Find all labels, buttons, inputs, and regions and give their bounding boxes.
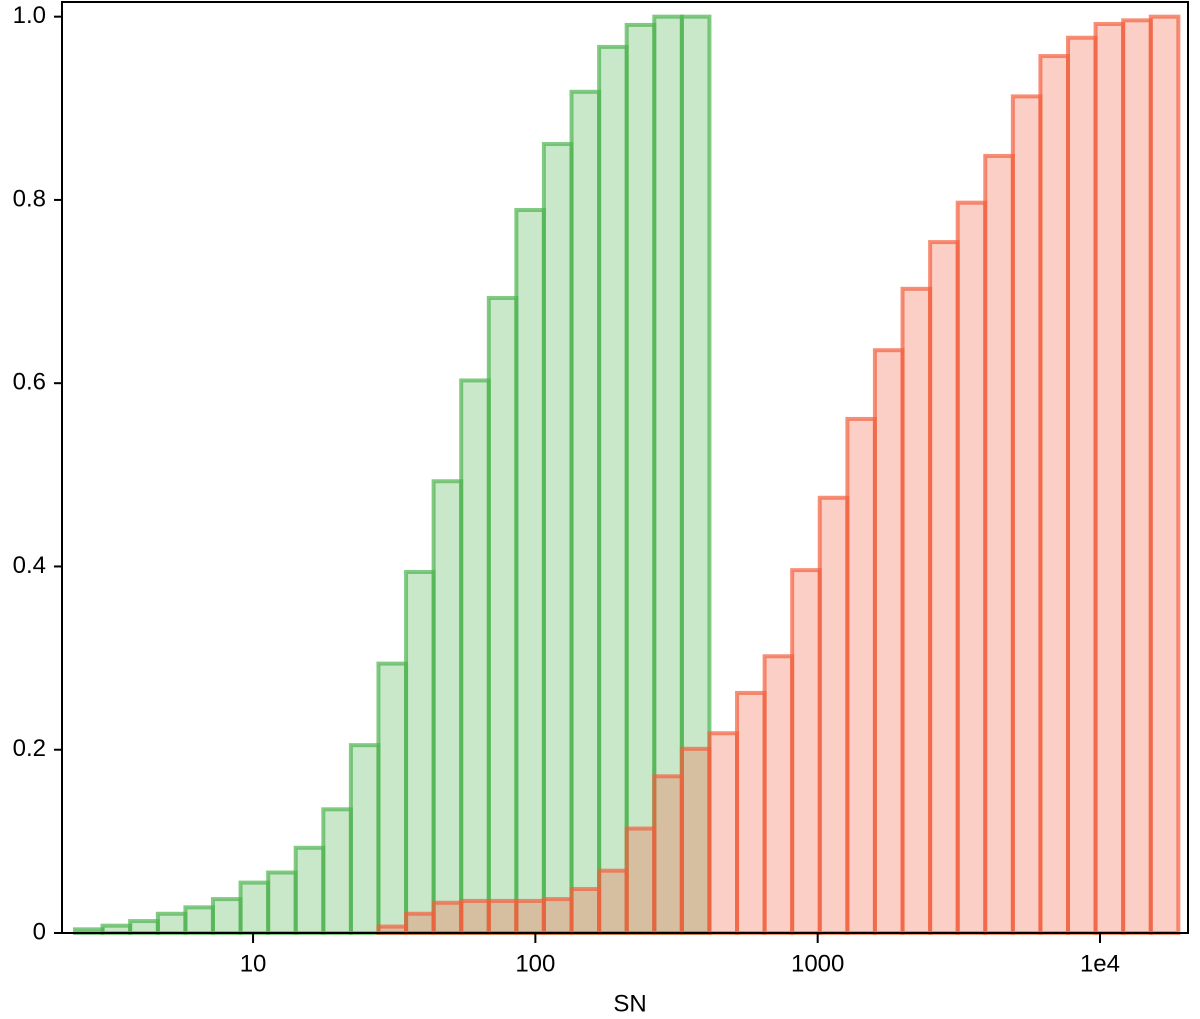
bar bbox=[348, 743, 381, 935]
bar bbox=[817, 495, 850, 935]
x-tick-label: 1e4 bbox=[1080, 950, 1120, 977]
bar bbox=[100, 923, 133, 936]
bar bbox=[1093, 21, 1126, 935]
x-tick-label: 100 bbox=[515, 950, 555, 977]
bar bbox=[928, 240, 960, 936]
bar bbox=[514, 208, 546, 936]
bar bbox=[459, 898, 491, 936]
bar bbox=[845, 416, 877, 935]
bar bbox=[486, 898, 519, 936]
bar bbox=[459, 378, 491, 936]
y-tick-label: 0.2 bbox=[13, 735, 46, 762]
bar bbox=[569, 89, 602, 935]
bar bbox=[762, 654, 795, 935]
bar bbox=[293, 845, 326, 936]
bar bbox=[155, 911, 188, 936]
bar bbox=[790, 568, 822, 936]
bar bbox=[872, 348, 905, 935]
bar bbox=[652, 774, 684, 935]
bar bbox=[1038, 54, 1071, 936]
x-tick-label: 1000 bbox=[791, 950, 844, 977]
bar bbox=[404, 911, 436, 936]
bar bbox=[431, 479, 464, 935]
bar bbox=[210, 897, 243, 935]
bar bbox=[624, 22, 657, 936]
bar bbox=[266, 870, 298, 936]
bar bbox=[1066, 35, 1098, 936]
bar bbox=[1121, 18, 1153, 935]
bar bbox=[1148, 14, 1181, 935]
bar bbox=[128, 919, 160, 935]
bar bbox=[404, 569, 436, 935]
bar bbox=[597, 868, 629, 935]
bar bbox=[238, 880, 271, 935]
bar bbox=[376, 661, 409, 935]
bar bbox=[431, 900, 464, 935]
bar bbox=[735, 690, 767, 936]
y-tick-label: 0.8 bbox=[13, 185, 46, 212]
bar bbox=[983, 153, 1015, 935]
bar bbox=[597, 44, 629, 936]
bar bbox=[624, 826, 657, 936]
bar bbox=[514, 898, 546, 936]
bar bbox=[900, 286, 933, 935]
bar bbox=[955, 200, 988, 935]
bar bbox=[541, 142, 574, 936]
x-axis-label: SN bbox=[613, 990, 646, 1017]
bar bbox=[541, 897, 574, 935]
y-tick-label: 0 bbox=[33, 918, 46, 945]
y-tick-label: 0.4 bbox=[13, 552, 46, 579]
y-tick-label: 1.0 bbox=[13, 2, 46, 29]
bar bbox=[679, 746, 712, 935]
bar bbox=[486, 295, 519, 935]
bar bbox=[707, 731, 740, 935]
bar bbox=[1010, 94, 1043, 935]
bar bbox=[321, 807, 353, 936]
x-tick-label: 10 bbox=[240, 950, 267, 977]
plot-frame bbox=[61, 1, 1189, 934]
bar bbox=[183, 905, 215, 936]
y-tick-label: 0.6 bbox=[13, 369, 46, 396]
bar bbox=[569, 887, 602, 935]
